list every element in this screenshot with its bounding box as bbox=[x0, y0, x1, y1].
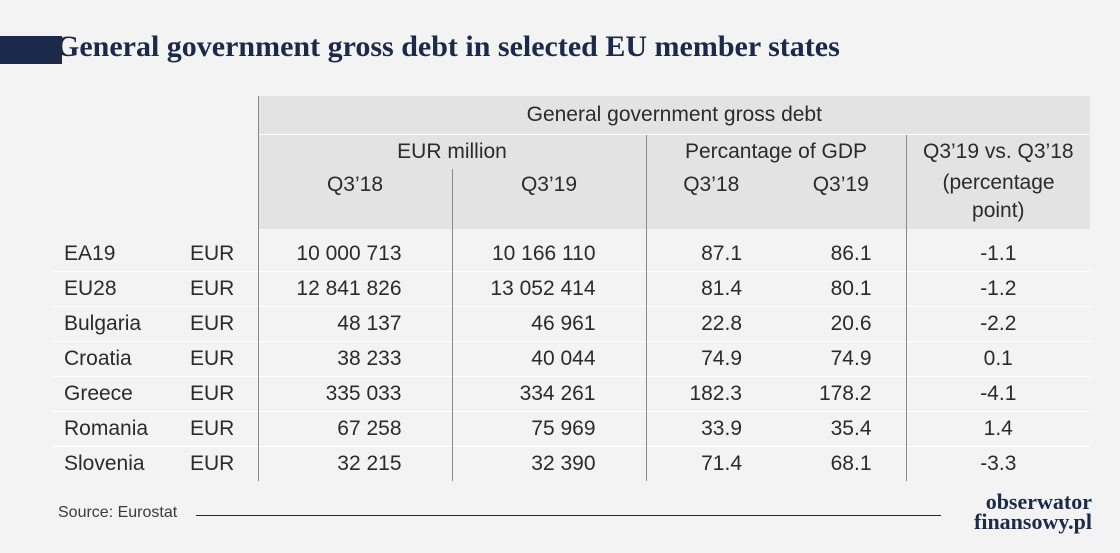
source-note: Source: Eurostat bbox=[58, 504, 178, 521]
row-pp: 1.4 bbox=[905, 411, 1091, 447]
row-eur-q318: 335 033 bbox=[257, 376, 452, 412]
table-row: Slovenia EUR 32 215 32 390 71.4 68.1 -3.3 bbox=[52, 446, 1091, 481]
col-header-eur-q318: Q3’18 bbox=[257, 169, 452, 229]
col-header-gdp-q318: Q3’18 bbox=[645, 169, 776, 229]
table-row: Bulgaria EUR 48 137 46 961 22.8 20.6 -2.2 bbox=[52, 306, 1091, 342]
row-pp: -2.2 bbox=[905, 306, 1091, 342]
row-unit: EUR bbox=[190, 341, 258, 377]
row-unit: EUR bbox=[190, 271, 258, 307]
logo-line-1: obserwator bbox=[985, 489, 1092, 514]
row-unit: EUR bbox=[190, 411, 258, 447]
row-gdp-q319: 178.2 bbox=[776, 376, 906, 412]
table-row: Romania EUR 67 258 75 969 33.9 35.4 1.4 bbox=[52, 411, 1091, 447]
row-eur-q319: 40 044 bbox=[451, 341, 646, 377]
row-gdp-q318: 74.9 bbox=[645, 341, 776, 377]
row-eur-q319: 334 261 bbox=[451, 376, 646, 412]
debt-table: General government gross debt EUR millio… bbox=[52, 96, 1091, 481]
row-pp: -1.1 bbox=[905, 237, 1091, 272]
row-country: Croatia bbox=[52, 341, 190, 377]
col-header-gdp-q319: Q3’19 bbox=[812, 173, 869, 196]
row-gdp-q319: 35.4 bbox=[776, 411, 906, 447]
row-eur-q319: 10 166 110 bbox=[451, 237, 646, 272]
row-gdp-q319: 20.6 bbox=[776, 306, 906, 342]
sub-header-row: EUR million Percantage of GDP Q3’19 vs. … bbox=[52, 134, 1091, 169]
page-title: General government gross debt in selecte… bbox=[56, 30, 840, 63]
sub-header-change: Q3’19 vs. Q3’18 bbox=[905, 134, 1091, 169]
row-gdp-q318: 182.3 bbox=[645, 376, 776, 412]
row-pp: -1.2 bbox=[905, 271, 1091, 307]
row-pp: 0.1 bbox=[905, 341, 1091, 377]
group-header: General government gross debt bbox=[257, 96, 1091, 135]
row-eur-q318: 10 000 713 bbox=[257, 237, 452, 272]
col-header-eur-q319: Q3’19 bbox=[451, 169, 646, 229]
sub-header-eur: EUR million bbox=[257, 134, 646, 169]
row-gdp-q318: 33.9 bbox=[645, 411, 776, 447]
row-unit: EUR bbox=[190, 306, 258, 342]
column-header-row: Q3’18 Q3’19 Q3’18 Q3’19 (percentage poin… bbox=[52, 169, 1091, 229]
logo-line-2: finansowy.pl bbox=[974, 509, 1092, 534]
row-eur-q319: 46 961 bbox=[451, 306, 646, 342]
table-row: EA19 EUR 10 000 713 10 166 110 87.1 86.1 -1.1 bbox=[52, 237, 1091, 272]
table-row: Greece EUR 335 033 334 261 182.3 178.2 -4.1 bbox=[52, 376, 1091, 412]
group-header-row: General government gross debt bbox=[52, 96, 1091, 135]
row-gdp-q318: 22.8 bbox=[645, 306, 776, 342]
row-unit: EUR bbox=[190, 446, 258, 481]
row-unit: EUR bbox=[190, 242, 235, 265]
row-gdp-q319: 68.1 bbox=[776, 446, 906, 481]
row-gdp-q318: 81.4 bbox=[645, 271, 776, 307]
row-eur-q318: 48 137 bbox=[257, 306, 452, 342]
row-eur-q319: 32 390 bbox=[451, 446, 646, 481]
row-gdp-q319: 80.1 bbox=[776, 271, 906, 307]
row-eur-q319: 75 969 bbox=[451, 411, 646, 447]
row-pp: -4.1 bbox=[905, 376, 1091, 412]
row-unit: EUR bbox=[190, 376, 258, 412]
col-header-pp: (percentage point) bbox=[905, 169, 1091, 229]
row-country: EU28 bbox=[52, 271, 190, 307]
table-row: Croatia EUR 38 233 40 044 74.9 74.9 0.1 bbox=[52, 341, 1091, 377]
row-eur-q319: 13 052 414 bbox=[451, 271, 646, 307]
row-eur-q318: 67 258 bbox=[257, 411, 452, 447]
row-country: Romania bbox=[52, 411, 190, 447]
source-divider bbox=[196, 515, 941, 516]
row-pp: -3.3 bbox=[905, 446, 1091, 481]
row-country: Slovenia bbox=[52, 446, 190, 481]
table-row: EU28 EUR 12 841 826 13 052 414 81.4 80.1 -1.2 bbox=[52, 271, 1091, 307]
title-accent-bar bbox=[0, 36, 62, 64]
table-body: EA19 EUR 10 000 713 10 166 110 87.1 86.1 -1.1 E… bbox=[52, 237, 1091, 481]
row-country: EA19 bbox=[64, 242, 116, 265]
row-gdp-q319: 86.1 bbox=[830, 242, 872, 265]
row-eur-q318: 12 841 826 bbox=[257, 271, 452, 307]
row-country: Bulgaria bbox=[52, 306, 190, 342]
row-gdp-q319: 74.9 bbox=[776, 341, 906, 377]
row-country: Greece bbox=[52, 376, 190, 412]
logo: obserwator finansowy.pl bbox=[974, 489, 1092, 534]
row-eur-q318: 38 233 bbox=[257, 341, 452, 377]
row-gdp-q318: 87.1 bbox=[645, 237, 776, 272]
sub-header-gdp: Percantage of GDP bbox=[645, 134, 906, 169]
row-gdp-q318: 71.4 bbox=[645, 446, 776, 481]
row-eur-q318: 32 215 bbox=[257, 446, 452, 481]
